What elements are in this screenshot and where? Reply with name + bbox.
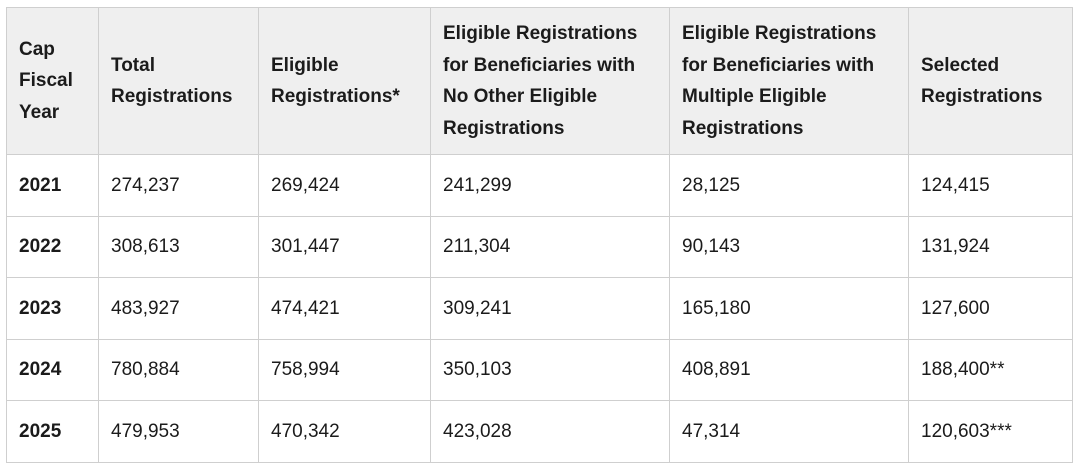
cell-selected: 188,400**	[908, 338, 1073, 401]
cell-year: 2021	[6, 154, 99, 217]
cell-multiple: 90,143	[669, 215, 909, 278]
cell-eligible: 470,342	[258, 400, 431, 463]
cell-no-other: 211,304	[430, 215, 670, 278]
cell-year: 2025	[6, 400, 99, 463]
cell-multiple: 408,891	[669, 338, 909, 401]
header-eligible-no-other: Eligible Registrations for Beneficiaries…	[430, 7, 670, 155]
cell-total: 274,237	[98, 154, 259, 217]
cell-multiple: 28,125	[669, 154, 909, 217]
table-row: 2025 479,953 470,342 423,028 47,314 120,…	[6, 400, 1073, 463]
cell-eligible: 269,424	[258, 154, 431, 217]
cell-total: 479,953	[98, 400, 259, 463]
table-row: 2021 274,237 269,424 241,299 28,125 124,…	[6, 154, 1073, 217]
header-total-registrations: Total Registrations	[98, 7, 259, 155]
cell-total: 308,613	[98, 215, 259, 278]
cell-year: 2023	[6, 277, 99, 340]
cell-no-other: 423,028	[430, 400, 670, 463]
header-eligible-multiple: Eligible Registrations for Beneficiaries…	[669, 7, 909, 155]
cell-total: 780,884	[98, 338, 259, 401]
cell-year: 2024	[6, 338, 99, 401]
table-header: Cap Fiscal Year Total Registrations Elig…	[6, 7, 1073, 155]
header-eligible-registrations: Eligible Registrations*	[258, 7, 431, 155]
cell-no-other: 350,103	[430, 338, 670, 401]
cell-no-other: 241,299	[430, 154, 670, 217]
cell-total: 483,927	[98, 277, 259, 340]
table-row: 2023 483,927 474,421 309,241 165,180 127…	[6, 277, 1073, 340]
cell-multiple: 165,180	[669, 277, 909, 340]
header-selected-registrations: Selected Registrations	[908, 7, 1073, 155]
cell-selected: 127,600	[908, 277, 1073, 340]
cell-multiple: 47,314	[669, 400, 909, 463]
header-row: Cap Fiscal Year Total Registrations Elig…	[6, 7, 1073, 155]
cell-eligible: 301,447	[258, 215, 431, 278]
cell-eligible: 474,421	[258, 277, 431, 340]
table-row: 2024 780,884 758,994 350,103 408,891 188…	[6, 338, 1073, 401]
cell-no-other: 309,241	[430, 277, 670, 340]
header-cap-fiscal-year: Cap Fiscal Year	[6, 7, 99, 155]
cell-selected: 120,603***	[908, 400, 1073, 463]
table-row: 2022 308,613 301,447 211,304 90,143 131,…	[6, 215, 1073, 278]
registrations-table: Cap Fiscal Year Total Registrations Elig…	[6, 7, 1073, 463]
registrations-table-container: Cap Fiscal Year Total Registrations Elig…	[6, 7, 1073, 463]
cell-selected: 124,415	[908, 154, 1073, 217]
cell-eligible: 758,994	[258, 338, 431, 401]
table-body: 2021 274,237 269,424 241,299 28,125 124,…	[6, 154, 1073, 463]
cell-selected: 131,924	[908, 215, 1073, 278]
cell-year: 2022	[6, 215, 99, 278]
